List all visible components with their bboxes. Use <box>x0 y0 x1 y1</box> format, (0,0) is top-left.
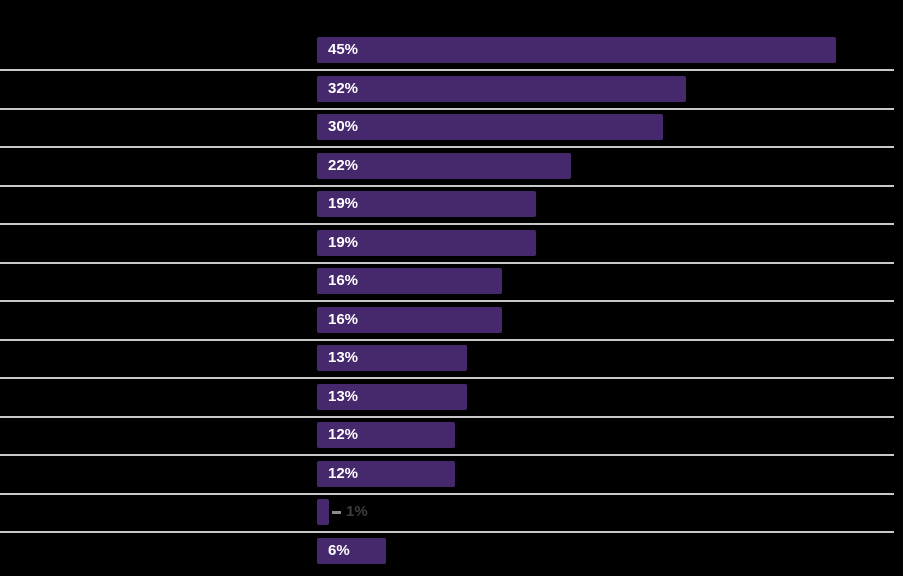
bar-callout: 1% <box>332 499 368 525</box>
bar-value-label: 22% <box>328 156 359 174</box>
row-separator-line <box>0 146 894 149</box>
bar: 13% <box>317 345 467 372</box>
row-separator-line <box>0 107 894 110</box>
bar-value-label: 30% <box>328 118 359 136</box>
bar: 22% <box>317 152 571 179</box>
bar-value-label: 12% <box>328 426 359 444</box>
bar-value-label: 16% <box>328 310 359 328</box>
bar-value-label: 45% <box>328 41 359 59</box>
bar: 12% <box>317 422 455 449</box>
bar: 19% <box>317 191 536 218</box>
bar: 16% <box>317 268 502 295</box>
row-separator-line <box>0 261 894 264</box>
bar-value-label: 12% <box>328 464 359 482</box>
row-separator-line <box>0 69 894 72</box>
bar-value-label: 19% <box>328 195 359 213</box>
row-separator-line <box>0 531 894 534</box>
bar-value-label: 32% <box>328 79 359 97</box>
bar-value-label: 19% <box>328 233 359 251</box>
bar: 19% <box>317 229 536 256</box>
row-separator-line <box>0 454 894 457</box>
bar: 13% <box>317 383 467 410</box>
bar-value-label: 16% <box>328 272 359 290</box>
row-separator-line <box>0 492 894 495</box>
bar: 30% <box>317 114 663 141</box>
row-separator-line <box>0 223 894 226</box>
bar-value-label: 13% <box>328 387 359 405</box>
leader-line <box>332 510 341 514</box>
bar: 6% <box>317 537 386 564</box>
bar <box>317 499 329 526</box>
bar-value-label: 13% <box>328 349 359 367</box>
bar: 16% <box>317 306 502 333</box>
row-separator-line <box>0 415 894 418</box>
bar: 45% <box>317 37 836 64</box>
row-separator-line <box>0 184 894 187</box>
bar: 32% <box>317 75 686 102</box>
row-separator-line <box>0 338 894 341</box>
row-separator-line <box>0 377 894 380</box>
row-separator-line <box>0 300 894 303</box>
bar-value-label-outside: 1% <box>346 503 368 521</box>
category-label-area <box>0 0 317 576</box>
bar: 12% <box>317 460 455 487</box>
bar-value-label: 6% <box>328 541 350 559</box>
